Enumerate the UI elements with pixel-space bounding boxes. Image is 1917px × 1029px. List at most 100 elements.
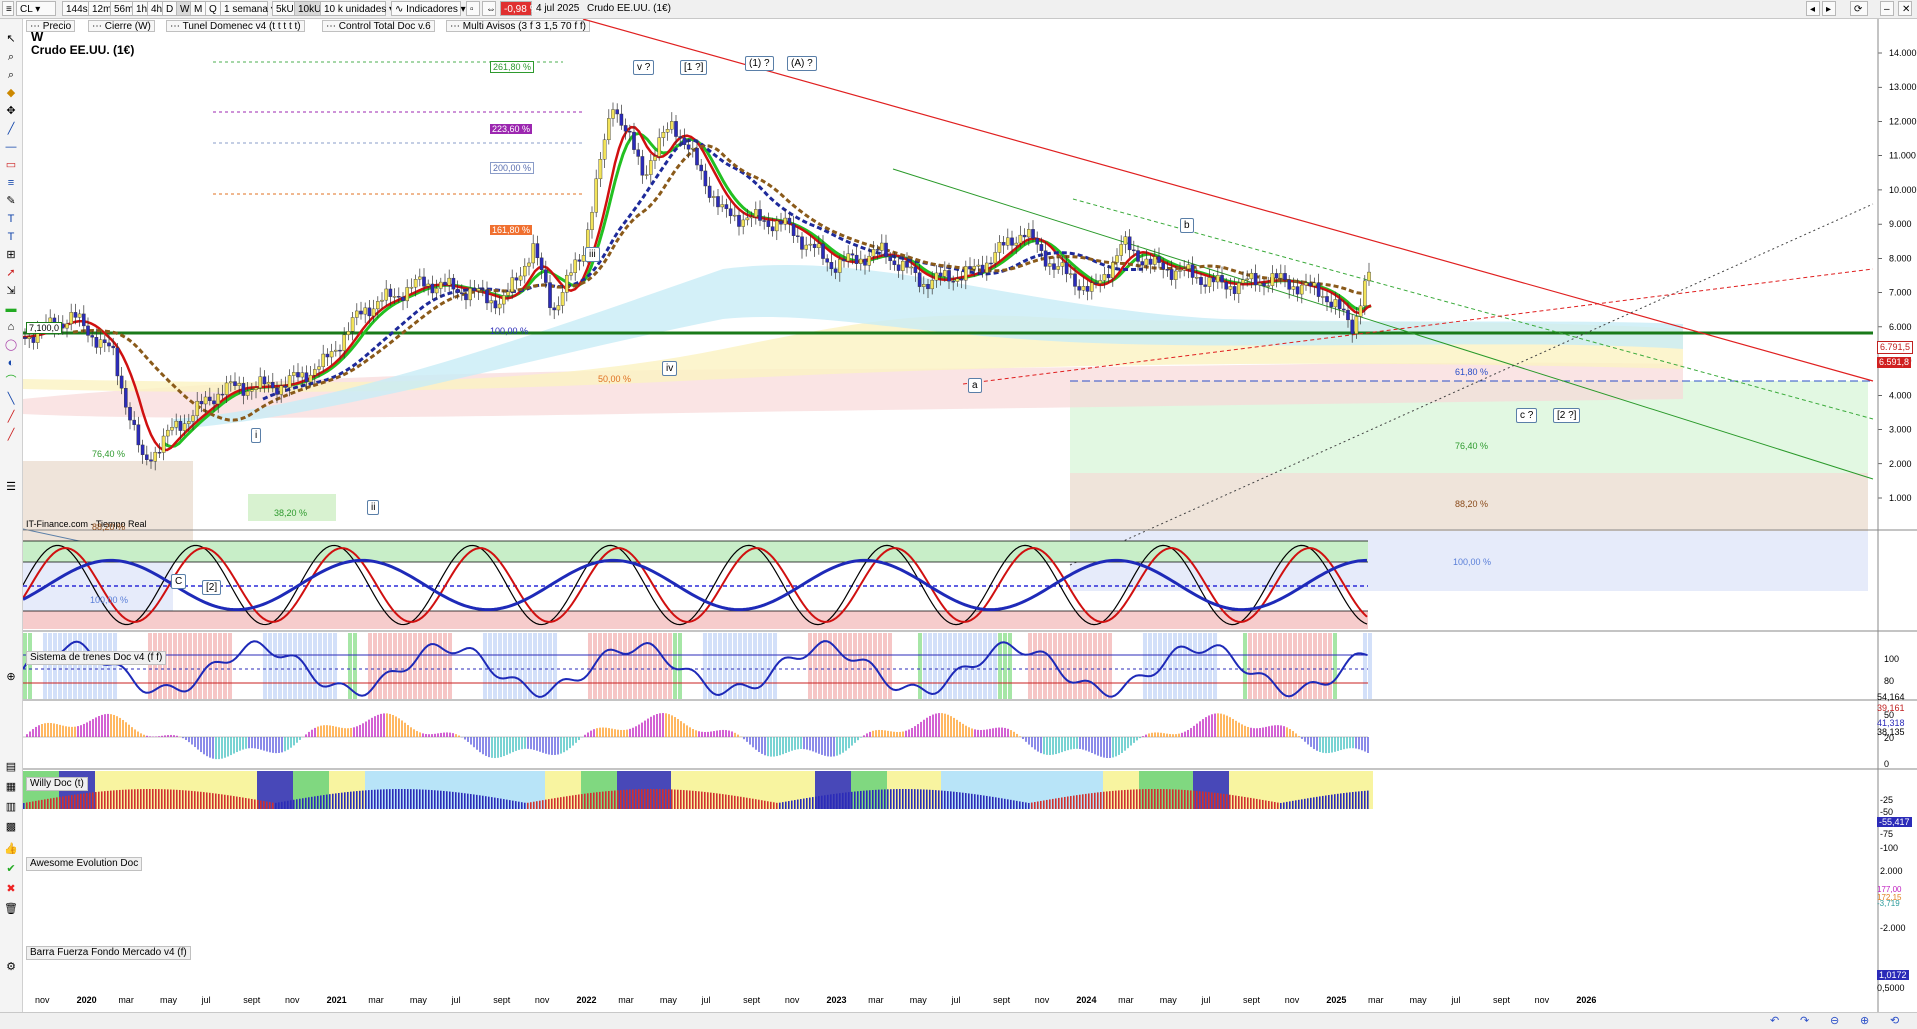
barra-bar xyxy=(296,799,298,809)
grid-icon[interactable]: ▩ xyxy=(3,819,19,835)
alert-icon[interactable]: ◆ xyxy=(3,85,19,101)
zoom-icon[interactable]: ⌕ xyxy=(3,49,19,65)
awesome-bar xyxy=(191,737,193,745)
time-tick-label: nov xyxy=(1535,995,1550,1005)
wave-label-c-right[interactable]: c ? xyxy=(1516,408,1537,423)
refresh-icon[interactable]: ⟳ xyxy=(1850,1,1868,16)
candle-body xyxy=(65,324,68,328)
candle-body xyxy=(1220,275,1223,282)
ruler-icon[interactable]: ⊞ xyxy=(3,247,19,263)
barra-bar xyxy=(407,789,409,809)
wave-label-b[interactable]: b xyxy=(1180,218,1194,233)
barra-bar xyxy=(431,790,433,809)
rectangle-icon[interactable]: ▬ xyxy=(3,301,19,317)
chevron-right-icon[interactable]: ▸ xyxy=(1822,1,1836,16)
close-icon[interactable]: ✕ xyxy=(1898,1,1912,16)
wave-label-v[interactable]: v ? xyxy=(633,60,654,75)
layers-icon[interactable]: ▤ xyxy=(3,759,19,775)
trash-icon[interactable]: 🗑 xyxy=(3,901,19,917)
ray-icon[interactable]: ╱ xyxy=(3,409,19,425)
awesome-bar xyxy=(284,737,286,751)
hline-icon[interactable]: ― xyxy=(3,139,19,155)
template-icon[interactable]: ▦ xyxy=(3,779,19,795)
awesome-bar xyxy=(425,734,427,737)
candle-body xyxy=(70,312,73,323)
wave-label-2-bracket[interactable]: [2] xyxy=(202,580,221,595)
chart-canvas[interactable]: 14.00013.00012.00011.00010.0009.0008.000… xyxy=(23,19,1917,1012)
candle-body xyxy=(1082,286,1085,290)
willy-bar xyxy=(438,633,442,699)
text-box-icon[interactable]: T xyxy=(3,229,19,245)
fibonacci-icon[interactable]: ≡ xyxy=(3,175,19,191)
time-tick-label: jul xyxy=(451,995,461,1005)
barra-bar xyxy=(1247,797,1249,809)
barra-bar xyxy=(209,793,211,809)
thumbs-up-icon[interactable]: 👍 xyxy=(3,841,19,857)
text-icon[interactable]: T xyxy=(3,211,19,227)
awesome-bar xyxy=(596,728,598,737)
expand-icon[interactable]: ⇔ xyxy=(482,1,496,16)
cross-icon[interactable]: ✖ xyxy=(3,881,19,897)
pane-title-willy[interactable]: Willy Doc (t) xyxy=(26,777,88,791)
awesome-bar xyxy=(101,715,103,737)
wave-label-1-bracket[interactable]: [1 ?] xyxy=(680,60,707,75)
units-dropdown[interactable]: 10 k unidades ▾ xyxy=(320,1,386,16)
interval-m[interactable]: M xyxy=(190,1,206,16)
wave-label-iii[interactable]: iii xyxy=(585,247,600,262)
tag-icon[interactable]: ⌂ xyxy=(3,319,19,335)
bottom-scrollbar[interactable]: ↶ ↷ ⊖ ⊕ ⟲ xyxy=(0,1012,1917,1029)
redo-icon[interactable]: ↷ xyxy=(1800,1014,1809,1027)
candle-body xyxy=(1052,264,1055,270)
wave-icon[interactable]: ⌒ xyxy=(3,373,19,389)
wave-label-ii[interactable]: ii xyxy=(367,500,379,515)
brush-icon[interactable]: ◐ xyxy=(3,355,19,371)
wave-label-1-paren[interactable]: (1) ? xyxy=(745,56,774,71)
interval-q[interactable]: Q xyxy=(205,1,221,16)
wave-label-i[interactable]: i xyxy=(251,428,261,443)
search-icon[interactable]: ⌕ xyxy=(3,67,19,83)
wave-label-c[interactable]: C xyxy=(171,574,186,589)
reset-icon[interactable]: ⟲ xyxy=(1890,1014,1899,1027)
wave-label-a[interactable]: a xyxy=(968,378,982,393)
awesome-bar xyxy=(1136,737,1138,740)
channel-icon[interactable]: ▭ xyxy=(3,157,19,173)
minimize-icon[interactable]: – xyxy=(1880,1,1894,16)
candle-body xyxy=(494,301,497,308)
arrow-icon[interactable]: ➚ xyxy=(3,265,19,281)
pane-title-awesome[interactable]: Awesome Evolution Doc xyxy=(26,857,142,871)
list-icon[interactable]: ☰ xyxy=(3,479,19,495)
pencil-icon[interactable]: ✎ xyxy=(3,193,19,209)
pin-icon[interactable]: ▫ xyxy=(466,1,480,16)
wave-label-iv[interactable]: iv xyxy=(662,361,677,376)
wave-label-2-right[interactable]: [2 ?] xyxy=(1553,408,1580,423)
barra-bar xyxy=(1271,801,1273,809)
pane-title-barra[interactable]: Barra Fuerza Fondo Mercado v4 (f) xyxy=(26,946,191,960)
chevron-left-icon[interactable]: ◂ xyxy=(1806,1,1820,16)
cursor-icon[interactable]: ↖ xyxy=(3,31,19,47)
wave-label-a-paren[interactable]: (A) ? xyxy=(787,56,817,71)
quote-instrument: Crudo EE.UU. (1€) xyxy=(587,3,671,14)
zoom-in-icon[interactable]: ⊕ xyxy=(1860,1014,1869,1027)
period-selector[interactable]: 1 semana ▾ xyxy=(220,1,268,16)
symbol-selector[interactable]: CL ▾ xyxy=(16,1,56,16)
measure-icon[interactable]: ⇲ xyxy=(3,283,19,299)
barra-bar xyxy=(497,798,499,809)
settings-icon[interactable]: ⚙ xyxy=(3,959,19,975)
pane-title-trenes[interactable]: Sistema de trenes Doc v4 (f f) xyxy=(26,651,166,665)
menu-icon[interactable]: ≡ xyxy=(2,1,14,16)
interval-d[interactable]: D xyxy=(162,1,177,16)
stack-icon[interactable]: ▥ xyxy=(3,799,19,815)
drag-icon[interactable]: ✥ xyxy=(3,103,19,119)
awesome-bar xyxy=(248,737,250,748)
ellipse-icon[interactable]: ◯ xyxy=(3,337,19,353)
trendline-icon[interactable]: ╱ xyxy=(3,121,19,137)
red-line-icon[interactable]: ╱ xyxy=(3,427,19,443)
lock-icon[interactable]: ⊕ xyxy=(3,669,19,685)
check-icon[interactable]: ✔ xyxy=(3,861,19,877)
barra-bar xyxy=(719,794,721,809)
willy-bar xyxy=(323,633,327,699)
zoom-out-icon[interactable]: ⊖ xyxy=(1830,1014,1839,1027)
undo-icon[interactable]: ↶ xyxy=(1770,1014,1779,1027)
indicators-button[interactable]: ∿ Indicadores ▾ xyxy=(391,1,461,16)
line-icon[interactable]: ╲ xyxy=(3,391,19,407)
